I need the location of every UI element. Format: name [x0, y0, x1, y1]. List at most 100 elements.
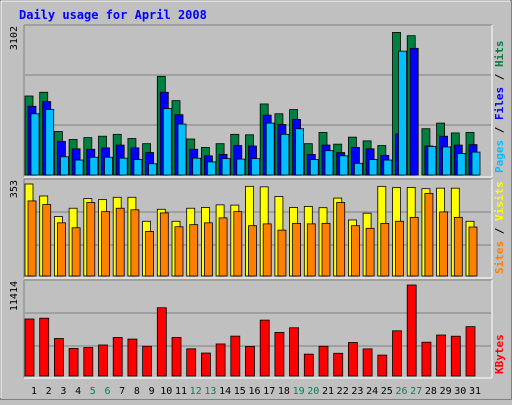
x-tick-label: 24 — [366, 386, 378, 397]
bar-sites-day-8 — [130, 209, 140, 277]
bar-kbytes-day-22 — [333, 352, 344, 377]
bar-sites-day-28 — [424, 192, 434, 277]
bar-kbytes-day-7 — [112, 337, 123, 377]
bar-kbytes-day-20 — [303, 353, 314, 377]
y-axis-label: Sites / Visits — [493, 181, 506, 274]
bar-pages-day-8 — [133, 159, 143, 176]
x-tick-label: 2 — [46, 386, 52, 397]
bar-kbytes-day-2 — [39, 317, 50, 377]
x-tick-label: 1 — [31, 386, 37, 397]
bar-pages-day-31 — [471, 151, 481, 176]
bar-sites-day-17 — [262, 223, 272, 277]
bar-sites-day-16 — [248, 225, 257, 277]
bar-sites-day-19 — [292, 222, 302, 277]
bar-pages-day-21 — [324, 150, 334, 176]
bar-kbytes-day-29 — [436, 334, 447, 377]
bar-kbytes-day-31 — [465, 326, 476, 377]
bar-pages-day-13 — [206, 161, 216, 176]
bar-kbytes-day-16 — [245, 346, 255, 377]
bar-pages-day-15 — [236, 158, 246, 176]
bar-sites-day-3 — [57, 222, 66, 277]
bar-sites-day-5 — [86, 202, 96, 277]
bar-kbytes-day-21 — [318, 345, 329, 377]
bar-sites-day-18 — [277, 229, 287, 277]
bar-sites-day-24 — [365, 227, 375, 277]
bar-pages-day-5 — [89, 156, 99, 176]
bar-kbytes-day-17 — [259, 319, 270, 377]
bar-sites-day-31 — [468, 226, 478, 277]
y-axis-label: Pages / Files / Hits — [493, 41, 506, 174]
x-tick-label: 9 — [149, 386, 155, 397]
bar-pages-day-4 — [74, 159, 84, 176]
chart-panel-3: 11414 KBytes — [9, 279, 506, 379]
x-tick-label: 13 — [204, 386, 216, 397]
bar-pages-day-22 — [339, 155, 349, 176]
x-tick-label: 16 — [248, 386, 260, 397]
bar-kbytes-day-13 — [200, 352, 211, 377]
bar-kbytes-day-24 — [362, 348, 373, 377]
bar-kbytes-day-1 — [24, 318, 35, 377]
x-tick-label: 11 — [175, 386, 187, 397]
bar-sites-day-29 — [439, 211, 449, 277]
x-tick-label: 10 — [160, 386, 172, 397]
bar-pages-day-12 — [192, 157, 202, 176]
bar-kbytes-day-30 — [450, 335, 461, 377]
bar-sites-day-26 — [395, 220, 404, 277]
y-label-hits: Hits — [493, 41, 506, 68]
x-tick-label: 12 — [190, 386, 202, 397]
bar-sites-day-15 — [233, 211, 243, 277]
bar-kbytes-day-14 — [215, 343, 226, 377]
bar-sites-day-2 — [42, 204, 52, 277]
bar-sites-day-30 — [453, 216, 463, 277]
bar-kbytes-day-28 — [421, 341, 432, 377]
chart-panel-1: 3102 Pages / Files / Hits — [9, 24, 506, 178]
x-tick-label: 23 — [351, 386, 363, 397]
bar-pages-day-2 — [45, 109, 55, 176]
x-tick-label: 31 — [469, 386, 481, 397]
bar-kbytes-day-9 — [142, 345, 153, 377]
y-label-visits: Visits — [493, 181, 506, 221]
bar-sites-day-23 — [350, 225, 360, 277]
bar-kbytes-day-25 — [377, 354, 388, 377]
bar-kbytes-day-10 — [156, 307, 167, 377]
bar-kbytes-day-6 — [98, 344, 108, 377]
bar-sites-day-21 — [321, 222, 331, 277]
bar-pages-day-28 — [427, 146, 437, 176]
bar-pages-day-23 — [353, 162, 363, 176]
x-tick-label: 20 — [307, 386, 319, 397]
bar-pages-day-18 — [280, 133, 290, 176]
bar-kbytes-day-15 — [230, 335, 241, 377]
chart-title: Daily usage for April 2008 — [19, 8, 207, 22]
x-tick-label: 4 — [75, 386, 81, 397]
bar-files-day-27 — [409, 47, 419, 176]
y-axis-label: KBytes — [493, 334, 506, 374]
y-max-label: 353 — [9, 180, 20, 198]
bar-pages-day-29 — [442, 146, 452, 176]
bar-kbytes-day-12 — [186, 348, 197, 377]
x-tick-label: 28 — [425, 386, 437, 397]
x-tick-label: 26 — [395, 386, 407, 397]
bar-kbytes-day-23 — [347, 342, 358, 377]
bar-sites-day-12 — [189, 224, 199, 277]
x-tick-label: 30 — [454, 386, 466, 397]
x-tick-label: 3 — [60, 386, 66, 397]
bar-sites-day-14 — [218, 217, 228, 277]
x-tick-label: 5 — [90, 386, 96, 397]
y-max-label: 3102 — [9, 26, 20, 50]
bar-sites-day-6 — [101, 211, 110, 277]
bar-pages-day-1 — [30, 113, 40, 176]
bar-pages-day-25 — [383, 159, 393, 176]
bar-kbytes-day-4 — [68, 348, 79, 377]
chart-panel-2: 353 Sites / Visits — [9, 178, 506, 279]
bar-sites-day-25 — [380, 222, 390, 277]
bar-kbytes-day-27 — [406, 284, 417, 377]
x-tick-label: 27 — [410, 386, 422, 397]
bar-pages-day-17 — [265, 122, 275, 176]
bar-pages-day-7 — [118, 157, 128, 176]
x-tick-label: 25 — [381, 386, 393, 397]
y-label-sites: Sites — [493, 241, 506, 274]
bar-pages-day-11 — [177, 123, 187, 176]
x-tick-label: 8 — [134, 386, 140, 397]
